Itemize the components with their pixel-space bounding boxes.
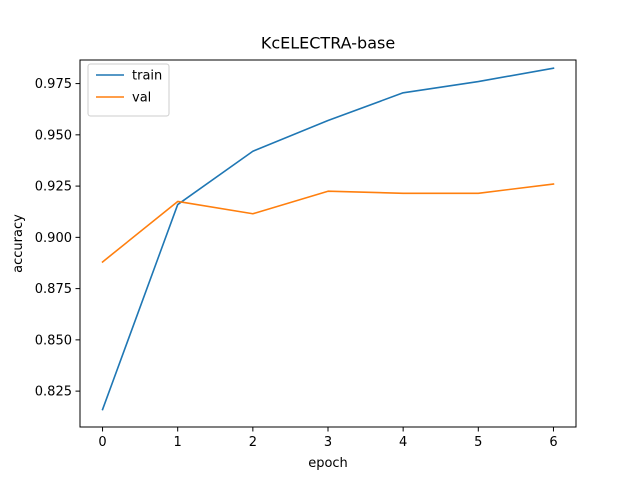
y-tick-label: 0.925 <box>35 180 72 195</box>
y-tick-label: 0.975 <box>35 77 72 92</box>
series-line-val <box>101 183 555 264</box>
y-tick-label: 0.875 <box>35 282 72 297</box>
x-axis-label: epoch <box>308 456 348 471</box>
x-tick-label: 5 <box>474 435 482 450</box>
series-line-train <box>101 67 555 411</box>
y-tick-label: 0.900 <box>35 231 72 246</box>
y-axis-label: accuracy <box>11 214 26 273</box>
y-tick-label: 0.850 <box>35 333 72 348</box>
y-axis: 0.825 0.850 0.875 0.900 0.925 0.950 0.975 <box>35 77 80 400</box>
y-tick-label: 0.950 <box>35 128 72 143</box>
y-tick-label: 0.825 <box>35 385 72 400</box>
x-tick-label: 6 <box>549 435 557 450</box>
series-layer <box>101 67 555 411</box>
x-axis: 0 1 2 3 4 5 6 <box>98 427 558 450</box>
legend-label-train: train <box>132 69 162 84</box>
x-tick-label: 1 <box>174 435 182 450</box>
x-tick-label: 4 <box>399 435 407 450</box>
x-tick-label: 2 <box>249 435 257 450</box>
legend: train val <box>87 63 170 117</box>
x-tick-label: 0 <box>98 435 106 450</box>
x-tick-label: 3 <box>324 435 332 450</box>
legend-box <box>87 63 170 117</box>
chart-title: KcELECTRA-base <box>261 34 395 53</box>
legend-label-val: val <box>132 91 151 106</box>
